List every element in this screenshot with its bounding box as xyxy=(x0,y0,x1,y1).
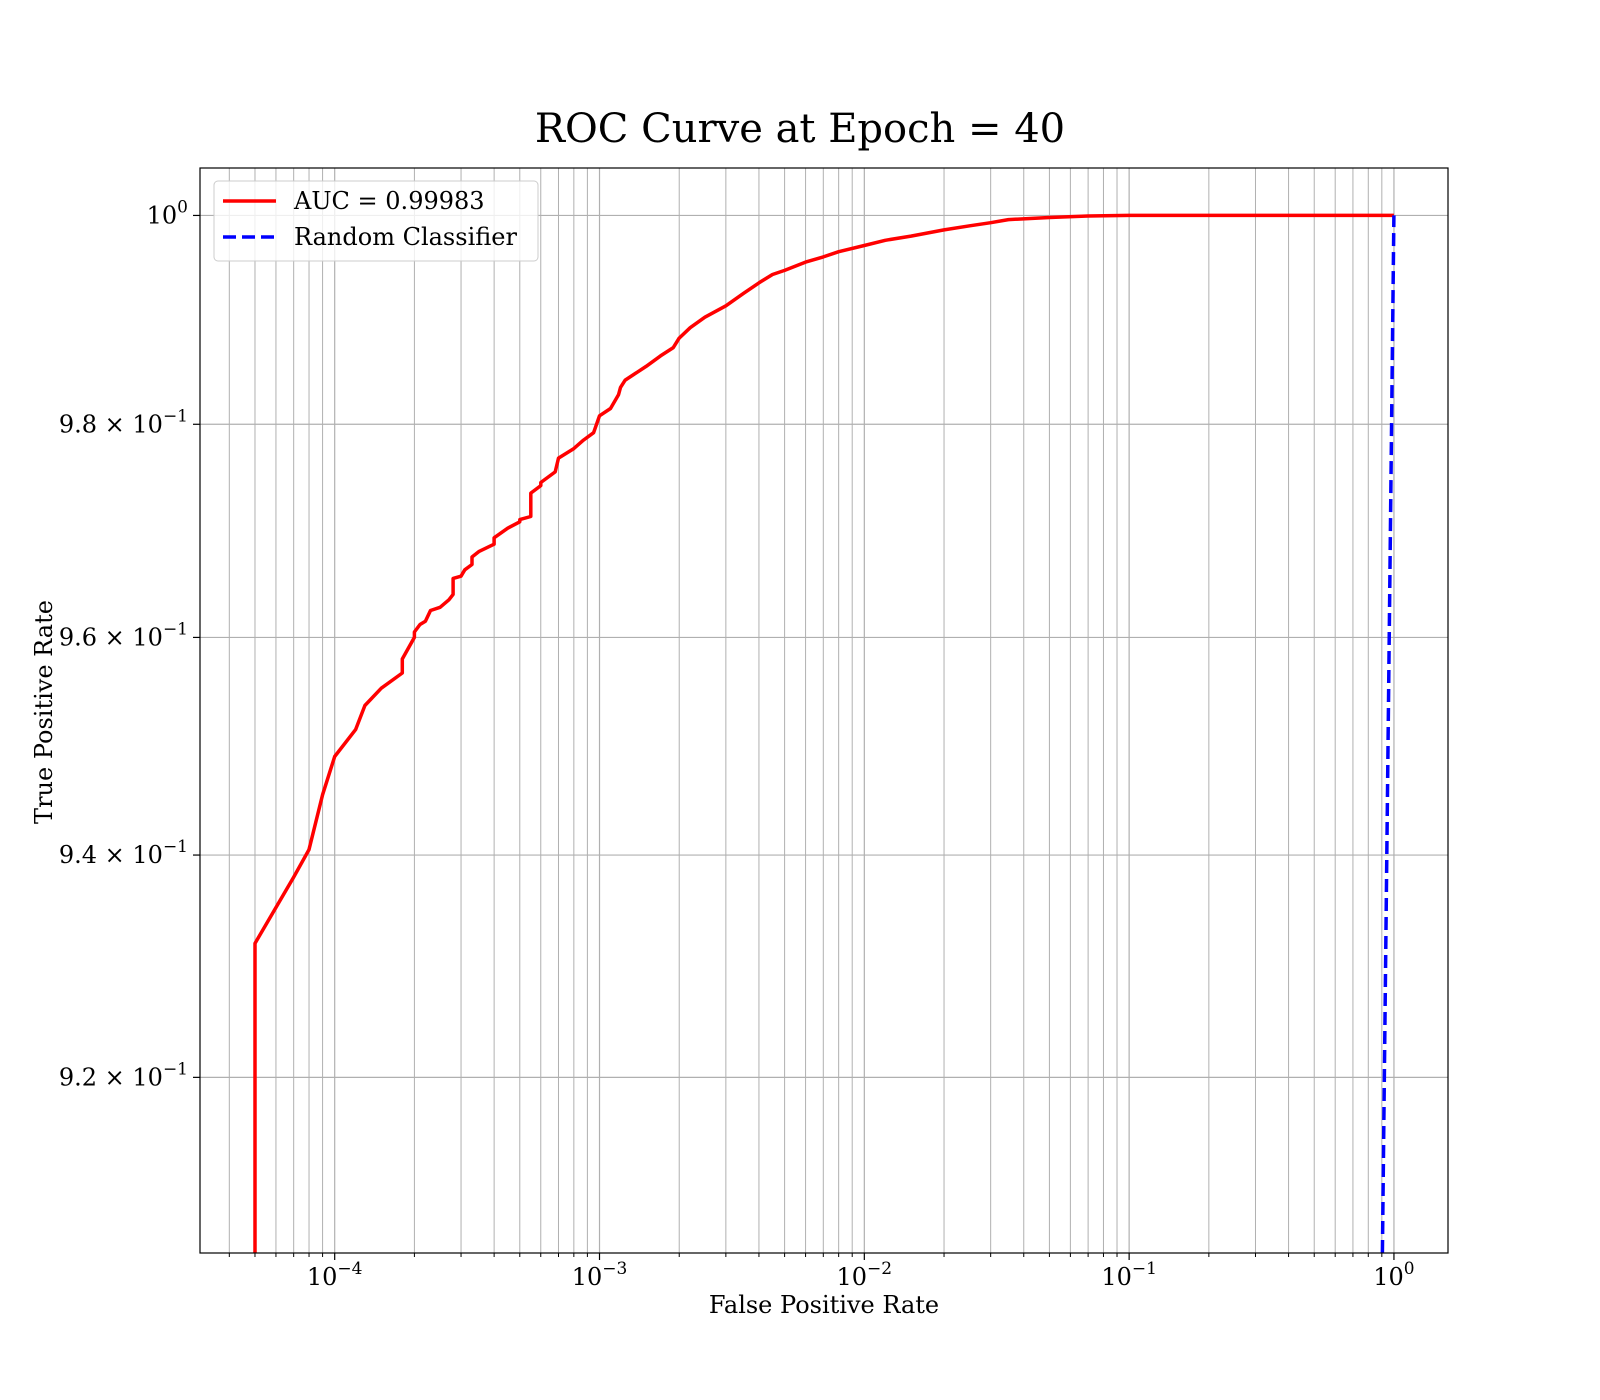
x-tick-label: 10−1 xyxy=(1101,1259,1157,1291)
legend-label-auc: AUC = 0.99983 xyxy=(293,187,485,215)
minor-grid xyxy=(228,168,1383,1253)
x-tick-label: 10−2 xyxy=(837,1259,893,1291)
x-tick-label: 10−4 xyxy=(307,1259,363,1291)
y-axis-ticks: 100 9.8 × 10−1 9.6 × 10−1 9.4 × 10−1 9.2 × 1… xyxy=(59,197,200,1091)
x-tick-label: 10−3 xyxy=(572,1259,628,1291)
y-tick-label: 100 xyxy=(147,197,188,229)
legend: AUC = 0.99983 Random Classifier xyxy=(213,180,539,262)
x-axis-ticks: 10−4 10−3 10−2 10−1 100 xyxy=(228,1253,1415,1291)
series-layer xyxy=(253,213,1396,1254)
legend-box xyxy=(213,180,539,262)
random-classifier-line xyxy=(1380,215,1396,1254)
y-tick-label: 9.4 × 10−1 xyxy=(59,837,188,869)
y-tick-label: 9.6 × 10−1 xyxy=(59,619,188,651)
x-tick-label: 100 xyxy=(1373,1259,1414,1291)
y-tick-label: 9.8 × 10−1 xyxy=(59,406,188,438)
roc-curve-line xyxy=(253,213,1394,1253)
y-tick-label: 9.2 × 10−1 xyxy=(59,1059,188,1091)
legend-label-random: Random Classifier xyxy=(294,223,517,251)
axes-frame xyxy=(199,167,1449,1254)
x-axis-label: False Positive Rate xyxy=(709,1291,939,1319)
y-axis-label: True Positive Rate xyxy=(30,600,58,824)
chart-title: ROC Curve at Epoch = 40 xyxy=(535,106,1065,152)
